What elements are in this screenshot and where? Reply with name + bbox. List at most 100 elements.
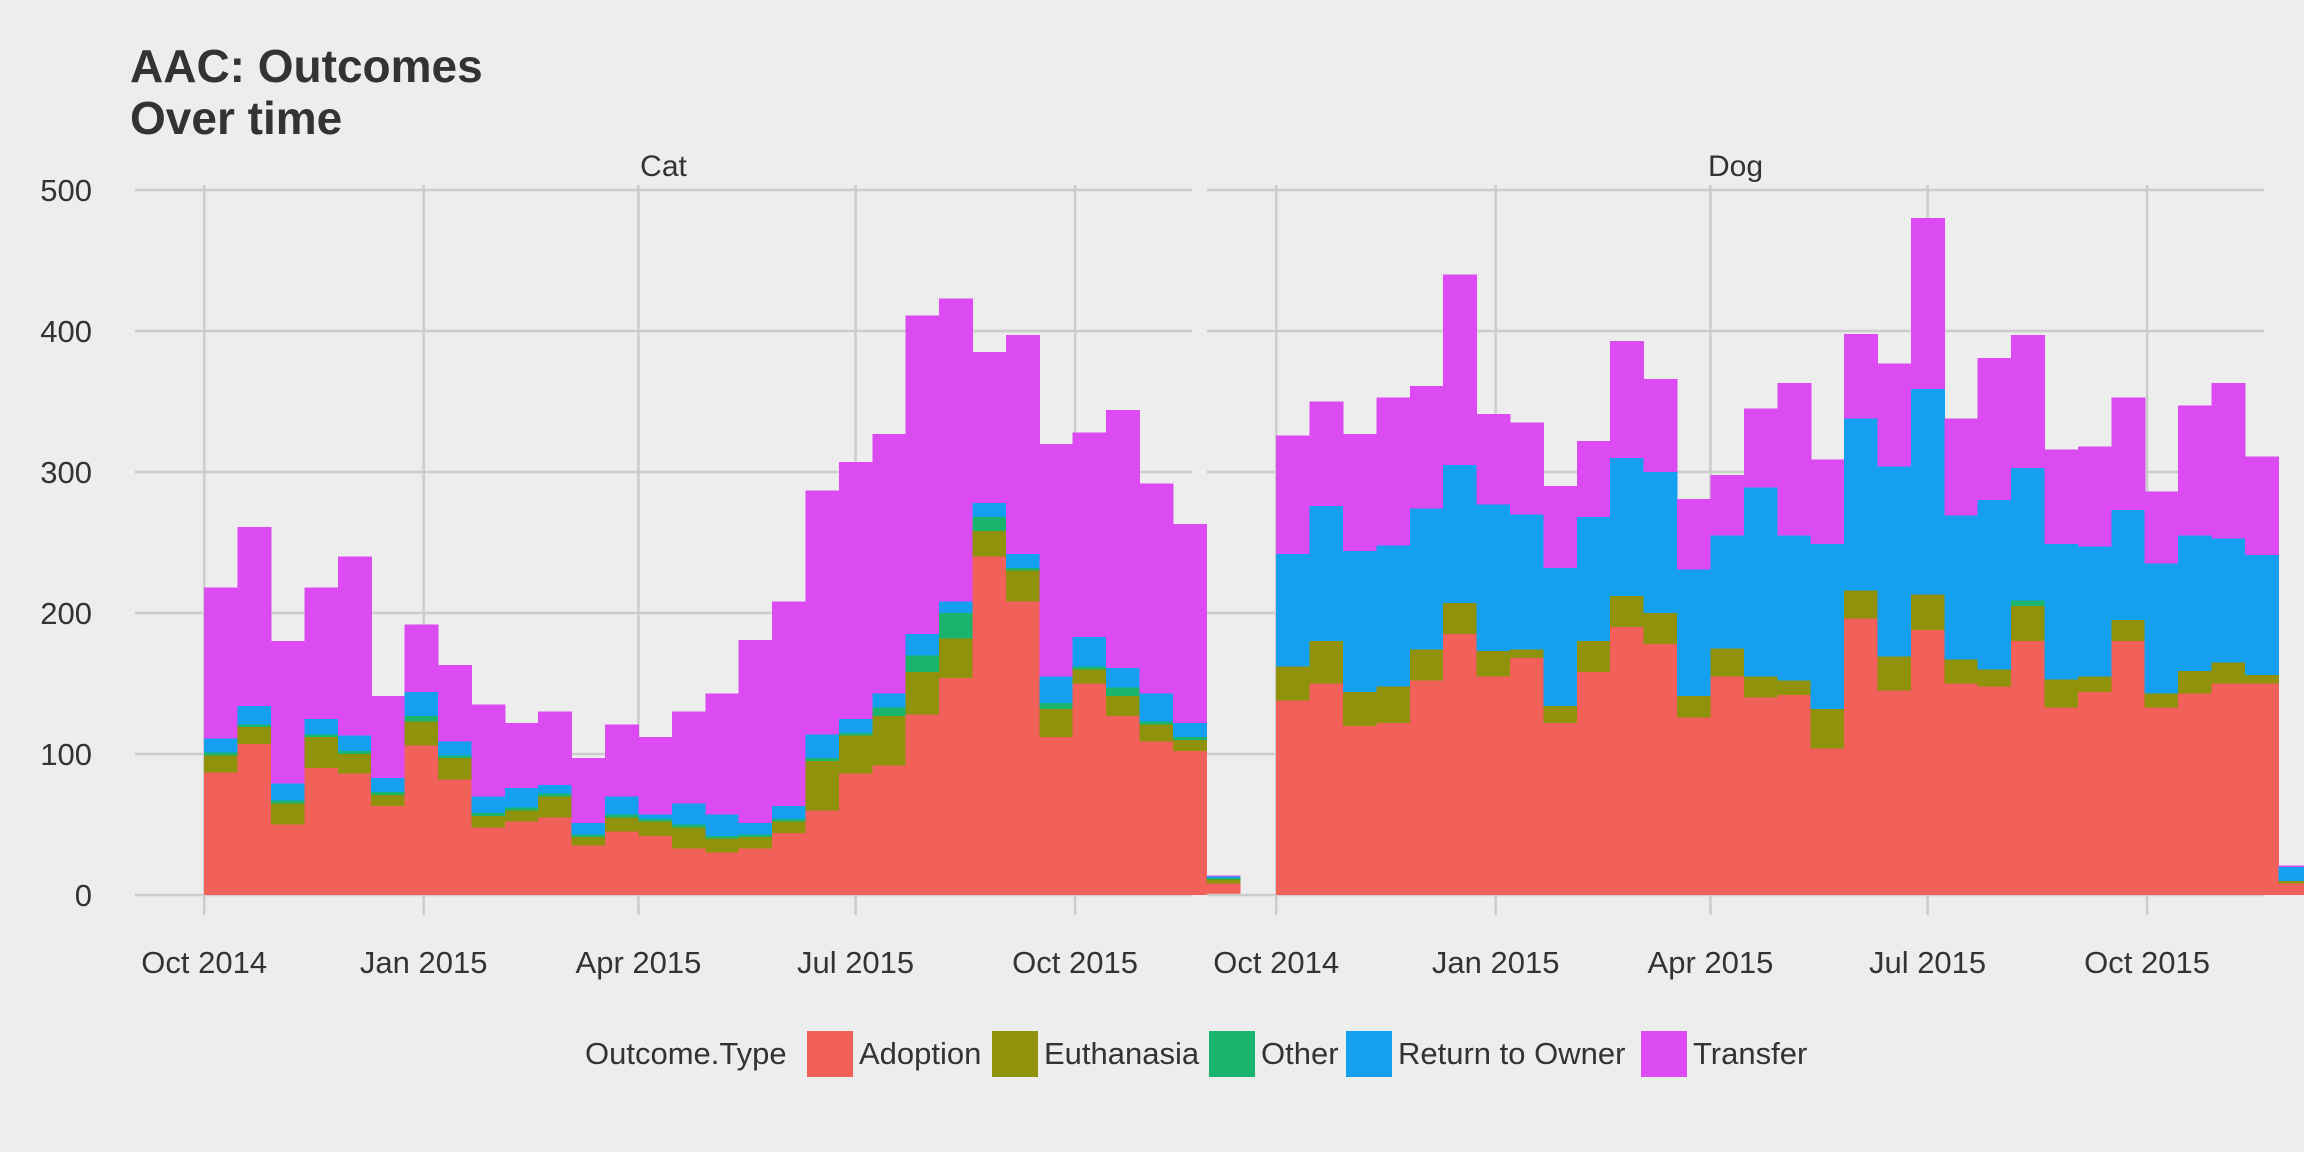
- bar-segment-adoption: [2044, 707, 2079, 895]
- bar-segment-adoption: [1910, 629, 1945, 895]
- bar-segment-transfer: [1139, 483, 1174, 694]
- bar-segment-return-to-owner: [939, 601, 974, 613]
- bar-segment-transfer: [805, 490, 840, 735]
- bar-segment-return-to-owner: [705, 814, 740, 836]
- bar-segment-other: [1005, 567, 1040, 571]
- bar-segment-adoption: [538, 817, 573, 895]
- bar-segment-transfer: [772, 601, 807, 807]
- bar-segment-return-to-owner: [1810, 543, 1845, 709]
- bar-segment-euthanasia: [304, 737, 339, 769]
- bar-segment-adoption: [1576, 672, 1611, 895]
- bar-segment-adoption: [1977, 686, 2012, 895]
- bar-segment-adoption: [438, 779, 473, 895]
- bar-segment-transfer: [2111, 397, 2146, 511]
- bar-segment-transfer: [1543, 486, 1578, 568]
- bar-segment-transfer: [538, 711, 573, 786]
- bar-segment-other: [1206, 878, 1241, 880]
- bar-segment-transfer: [1944, 418, 1979, 516]
- bar-segment-euthanasia: [1510, 649, 1545, 659]
- bar-segment-return-to-owner: [838, 718, 873, 733]
- bar-segment-return-to-owner: [1910, 388, 1945, 595]
- bar-segment-adoption: [605, 831, 640, 895]
- x-tick-label: Jan 2015: [1432, 945, 1560, 980]
- x-axis-tick-labels: Oct 2014 Jan 2015 Apr 2015 Jul 2015 Oct 2015: [1213, 945, 2210, 980]
- x-tick-label: Oct 2015: [2084, 945, 2210, 980]
- legend-items: Adoption Euthanasia Other Return to Owner Tr…: [807, 1031, 1807, 1077]
- bar-segment-adoption: [838, 773, 873, 895]
- legend-key-adoption: [807, 1031, 853, 1077]
- bar-segment-other: [1039, 703, 1074, 709]
- bar-segment-other: [471, 813, 506, 817]
- bar-segment-transfer: [738, 639, 773, 824]
- bar-segment-euthanasia: [1005, 570, 1040, 602]
- bar-segment-return-to-owner: [538, 785, 573, 794]
- bar-segment-adoption: [1877, 690, 1912, 895]
- bar-segment-return-to-owner: [1643, 472, 1678, 613]
- bar-segment-transfer: [1172, 524, 1207, 723]
- bar-segment-other: [538, 793, 573, 797]
- y-tick-label: 0: [75, 878, 92, 913]
- bar-segment-return-to-owner: [271, 783, 306, 801]
- bar-segment-transfer: [1005, 335, 1040, 554]
- bar-segment-adoption: [1610, 627, 1645, 895]
- bar-segment-adoption: [371, 806, 406, 895]
- bar-segment-adoption: [1510, 658, 1545, 895]
- bar-segment-euthanasia: [972, 531, 1007, 557]
- bar-segment-return-to-owner: [738, 823, 773, 835]
- bar-segment-euthanasia: [438, 758, 473, 780]
- bar-segment-adoption: [671, 848, 706, 895]
- bar-segment-euthanasia: [538, 796, 573, 818]
- bar-segment-adoption: [1206, 883, 1241, 895]
- legend-label: Adoption: [859, 1036, 981, 1071]
- bar-segment-adoption: [1039, 737, 1074, 895]
- bar-segment-adoption: [2011, 641, 2046, 895]
- bar-segment-adoption: [1944, 683, 1979, 895]
- legend-key-other: [1209, 1031, 1255, 1077]
- y-tick-label: 100: [40, 737, 92, 772]
- bar-segment-transfer: [337, 556, 372, 736]
- bar-segment-adoption: [1543, 722, 1578, 895]
- bar-segment-transfer: [638, 737, 673, 815]
- bar-segment-euthanasia: [1710, 648, 1745, 677]
- bar-segment-transfer: [1977, 357, 2012, 501]
- bar-segment-return-to-owner: [2077, 546, 2112, 677]
- bar-segment-return-to-owner: [1543, 567, 1578, 707]
- bar-segment-return-to-owner: [638, 814, 673, 819]
- bar-segment-euthanasia: [2077, 676, 2112, 692]
- bar-segment-return-to-owner: [1343, 550, 1378, 692]
- bar-segment-adoption: [1309, 683, 1344, 895]
- bar-segment-euthanasia: [705, 838, 740, 853]
- bar-segment-transfer: [1510, 422, 1545, 515]
- bar-segment-transfer: [1476, 414, 1511, 505]
- bar-segment-transfer: [2211, 383, 2246, 539]
- bar-segment-return-to-owner: [1039, 676, 1074, 704]
- bar-segment-return-to-owner: [1005, 553, 1040, 568]
- bar-segment-other: [905, 655, 940, 673]
- bar-segment-return-to-owner: [1977, 500, 2012, 670]
- bar-segment-return-to-owner: [1877, 466, 1912, 657]
- bar-segment-other: [939, 613, 974, 639]
- legend-key-euthanasia: [992, 1031, 1038, 1077]
- bar-segment-euthanasia: [1276, 666, 1311, 701]
- x-tick-label: Oct 2014: [141, 945, 267, 980]
- bar-segment-adoption: [504, 821, 539, 895]
- bar-segment-other: [1172, 737, 1207, 740]
- bar-segment-return-to-owner: [1106, 667, 1141, 688]
- bar-segment-transfer: [1309, 401, 1344, 506]
- bar-segment-transfer: [838, 462, 873, 719]
- bar-segment-euthanasia: [1844, 590, 1879, 619]
- bar-segment-return-to-owner: [204, 738, 239, 753]
- bar-segment-transfer: [1376, 397, 1411, 546]
- bar-segment-euthanasia: [1810, 708, 1845, 749]
- bar-segment-other: [972, 517, 1007, 532]
- bar-segment-transfer: [1443, 274, 1478, 465]
- bar-segment-return-to-owner: [805, 734, 840, 759]
- legend-label: Return to Owner: [1398, 1036, 1625, 1071]
- bar-segment-transfer: [2044, 449, 2079, 544]
- bar-segment-euthanasia: [1576, 641, 1611, 673]
- bar-segment-adoption: [2244, 683, 2279, 895]
- bar-segment-other: [204, 752, 239, 756]
- y-tick-label: 200: [40, 596, 92, 631]
